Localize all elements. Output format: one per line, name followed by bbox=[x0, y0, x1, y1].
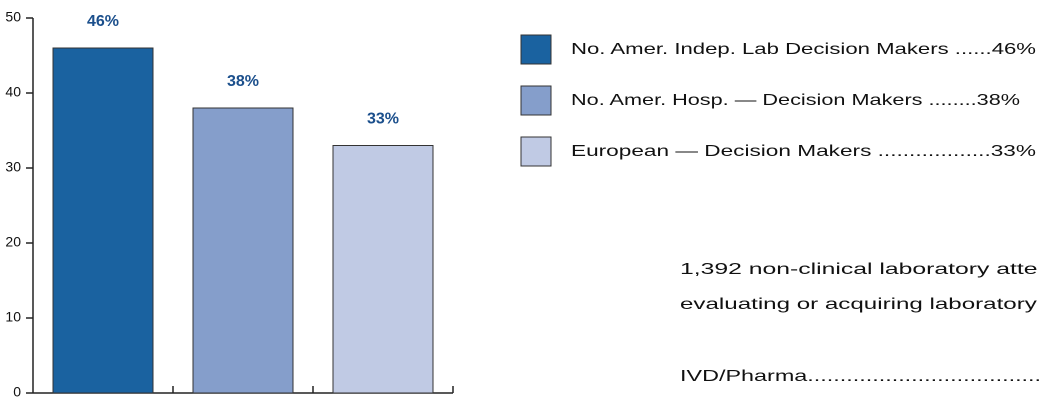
bar bbox=[332, 145, 434, 394]
value-label: 46% bbox=[87, 13, 119, 30]
legend-swatch bbox=[520, 34, 552, 65]
annotation: IVD/Pharma..............................… bbox=[680, 368, 1039, 385]
annotation: 1,392 non-clinical laboratory attend bbox=[680, 261, 1039, 278]
legend-label: European — Decision Makers .............… bbox=[571, 143, 1036, 160]
annotation: evaluating or acquiring laboratory pr bbox=[680, 296, 1039, 313]
bar bbox=[52, 47, 154, 394]
legend-swatch bbox=[520, 85, 552, 116]
legend-label: No. Amer. Hosp. — Decision Makers ......… bbox=[571, 92, 1020, 109]
bar bbox=[192, 107, 294, 394]
y-tick-label: 40 bbox=[5, 84, 21, 100]
value-label: 38% bbox=[227, 73, 259, 90]
y-tick-label: 10 bbox=[5, 309, 21, 325]
y-tick-label: 20 bbox=[5, 234, 21, 250]
legend-label: No. Amer. Indep. Lab Decision Makers ...… bbox=[571, 41, 1036, 58]
y-tick-label: 50 bbox=[5, 9, 21, 25]
legend-swatch bbox=[520, 136, 552, 167]
value-label: 33% bbox=[367, 111, 399, 128]
y-tick-label: 30 bbox=[5, 159, 21, 175]
y-tick-label: 0 bbox=[13, 384, 21, 400]
